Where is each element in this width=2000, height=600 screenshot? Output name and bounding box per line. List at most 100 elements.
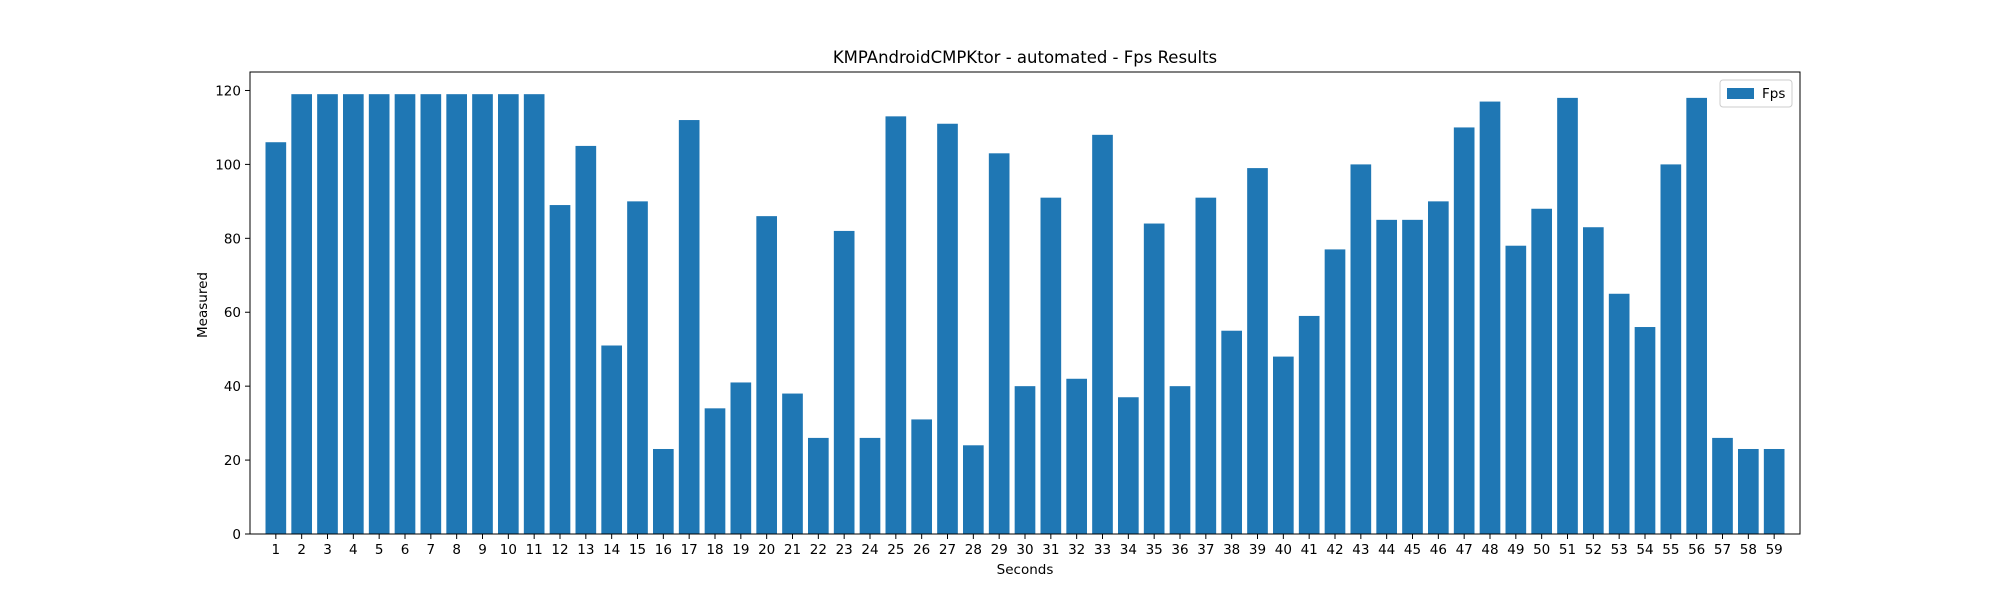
bar-second-12 bbox=[549, 205, 571, 534]
x-tick-label: 33 bbox=[1094, 542, 1111, 558]
x-tick-label: 22 bbox=[810, 542, 827, 558]
bar-second-46 bbox=[1428, 201, 1449, 535]
x-tick-label: 53 bbox=[1611, 542, 1628, 558]
bar-second-1 bbox=[265, 142, 287, 534]
bar-second-10 bbox=[498, 94, 519, 535]
bar-second-28 bbox=[963, 445, 984, 534]
bars-group bbox=[265, 94, 1785, 535]
x-tick-label: 32 bbox=[1068, 542, 1085, 558]
legend: Fps bbox=[1719, 79, 1793, 108]
bar-second-39 bbox=[1247, 168, 1268, 534]
bar-second-30 bbox=[1014, 386, 1036, 534]
bar-second-6 bbox=[394, 94, 416, 535]
legend-label-fps: Fps bbox=[1762, 86, 1785, 102]
x-tick-label: 2 bbox=[297, 542, 306, 558]
x-tick-label: 35 bbox=[1146, 542, 1163, 558]
bar-second-18 bbox=[704, 408, 726, 534]
x-tick-label: 18 bbox=[706, 542, 723, 558]
x-tick-label: 36 bbox=[1171, 542, 1188, 558]
x-tick-label: 50 bbox=[1533, 542, 1550, 558]
bar-second-52 bbox=[1583, 227, 1604, 534]
bar-second-13 bbox=[575, 145, 597, 535]
y-tick-label: 80 bbox=[224, 231, 241, 247]
x-tick-label: 27 bbox=[939, 542, 956, 558]
x-tick-label: 47 bbox=[1456, 542, 1473, 558]
x-tick-label: 41 bbox=[1301, 542, 1318, 558]
x-tick-label: 52 bbox=[1585, 542, 1602, 558]
y-tick-label: 0 bbox=[232, 527, 241, 543]
bar-second-25 bbox=[885, 116, 907, 535]
x-tick-label: 6 bbox=[401, 542, 410, 558]
bar-second-42 bbox=[1324, 249, 1346, 534]
bar-second-43 bbox=[1350, 164, 1372, 534]
bar-second-26 bbox=[911, 419, 932, 534]
bar-second-5 bbox=[368, 94, 390, 535]
x-tick-label: 24 bbox=[861, 542, 878, 558]
bar-second-38 bbox=[1221, 330, 1242, 534]
bar-second-48 bbox=[1479, 101, 1501, 535]
bar-second-40 bbox=[1273, 356, 1294, 534]
x-tick-label: 29 bbox=[991, 542, 1008, 558]
bar-second-56 bbox=[1686, 97, 1707, 534]
y-axis-ticks: 0 20 40 60 80 100 120 bbox=[215, 83, 250, 543]
bar-second-17 bbox=[678, 120, 700, 534]
bar-second-36 bbox=[1169, 386, 1191, 534]
bar-second-57 bbox=[1712, 437, 1733, 534]
x-tick-label: 9 bbox=[478, 542, 487, 558]
x-tick-label: 26 bbox=[913, 542, 930, 558]
x-tick-label: 34 bbox=[1120, 542, 1137, 558]
bar-second-47 bbox=[1453, 127, 1475, 534]
bar-second-49 bbox=[1505, 245, 1527, 534]
x-tick-label: 55 bbox=[1662, 542, 1679, 558]
x-tick-label: 46 bbox=[1430, 542, 1447, 558]
bar-second-23 bbox=[833, 230, 855, 535]
x-tick-label: 44 bbox=[1378, 542, 1395, 558]
bar-second-7 bbox=[420, 94, 442, 535]
bar-second-15 bbox=[627, 201, 648, 535]
x-tick-label: 45 bbox=[1404, 542, 1421, 558]
x-tick-label: 54 bbox=[1636, 542, 1653, 558]
bar-second-24 bbox=[859, 437, 881, 534]
x-tick-label: 11 bbox=[526, 542, 543, 558]
bar-second-8 bbox=[446, 94, 467, 535]
y-tick-label: 120 bbox=[215, 83, 241, 99]
bar-second-35 bbox=[1143, 223, 1165, 534]
bar-second-27 bbox=[937, 123, 958, 534]
x-tick-label: 1 bbox=[272, 542, 281, 558]
bar-second-51 bbox=[1557, 97, 1578, 534]
x-axis-label: Seconds bbox=[997, 562, 1054, 578]
bar-second-16 bbox=[653, 448, 674, 534]
x-tick-label: 42 bbox=[1326, 542, 1343, 558]
bar-second-9 bbox=[472, 94, 493, 535]
bar-second-54 bbox=[1634, 327, 1656, 534]
bar-second-50 bbox=[1531, 208, 1552, 534]
bar-second-20 bbox=[756, 216, 777, 535]
bar-second-41 bbox=[1298, 315, 1320, 534]
x-tick-label: 12 bbox=[551, 542, 568, 558]
bar-second-21 bbox=[782, 393, 803, 534]
x-tick-label: 37 bbox=[1197, 542, 1214, 558]
bar-second-45 bbox=[1402, 219, 1423, 534]
x-tick-label: 13 bbox=[577, 542, 594, 558]
x-tick-label: 48 bbox=[1481, 542, 1498, 558]
x-tick-label: 59 bbox=[1766, 542, 1783, 558]
x-tick-label: 31 bbox=[1042, 542, 1059, 558]
bar-second-11 bbox=[523, 94, 545, 535]
bar-second-55 bbox=[1660, 164, 1682, 534]
x-tick-label: 8 bbox=[452, 542, 461, 558]
bar-second-34 bbox=[1118, 397, 1139, 534]
bar-second-44 bbox=[1376, 219, 1397, 534]
x-tick-label: 43 bbox=[1352, 542, 1369, 558]
x-tick-label: 4 bbox=[349, 542, 358, 558]
x-tick-label: 21 bbox=[784, 542, 801, 558]
bar-second-31 bbox=[1040, 197, 1062, 534]
x-tick-label: 58 bbox=[1740, 542, 1757, 558]
y-axis-label: Measured bbox=[195, 272, 211, 338]
x-tick-label: 19 bbox=[732, 542, 749, 558]
bar-second-4 bbox=[343, 94, 364, 535]
bar-second-32 bbox=[1066, 378, 1087, 534]
bar-second-3 bbox=[317, 94, 338, 535]
bar-second-14 bbox=[601, 345, 622, 534]
x-tick-label: 3 bbox=[323, 542, 332, 558]
